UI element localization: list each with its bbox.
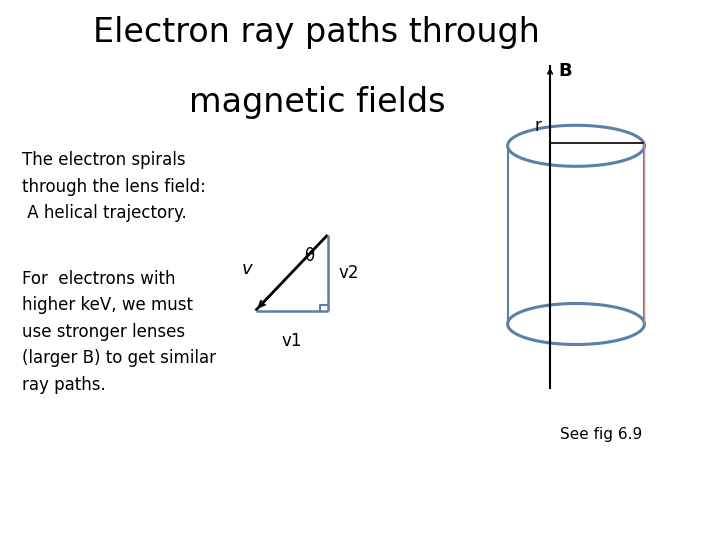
- Text: Electron ray paths through: Electron ray paths through: [94, 16, 540, 49]
- Text: v: v: [241, 260, 252, 278]
- Text: The electron spirals
through the lens field:
 A helical trajectory.: The electron spirals through the lens fi…: [22, 151, 205, 222]
- Text: For  electrons with
higher keV, we must
use stronger lenses
(larger B) to get si: For electrons with higher keV, we must u…: [22, 270, 215, 394]
- Text: v2: v2: [338, 264, 359, 282]
- Text: magnetic fields: magnetic fields: [189, 86, 445, 119]
- Text: θ: θ: [305, 247, 315, 265]
- Text: B: B: [559, 62, 572, 80]
- Text: See fig 6.9: See fig 6.9: [560, 427, 642, 442]
- Text: r: r: [534, 117, 541, 135]
- Text: v1: v1: [282, 332, 302, 350]
